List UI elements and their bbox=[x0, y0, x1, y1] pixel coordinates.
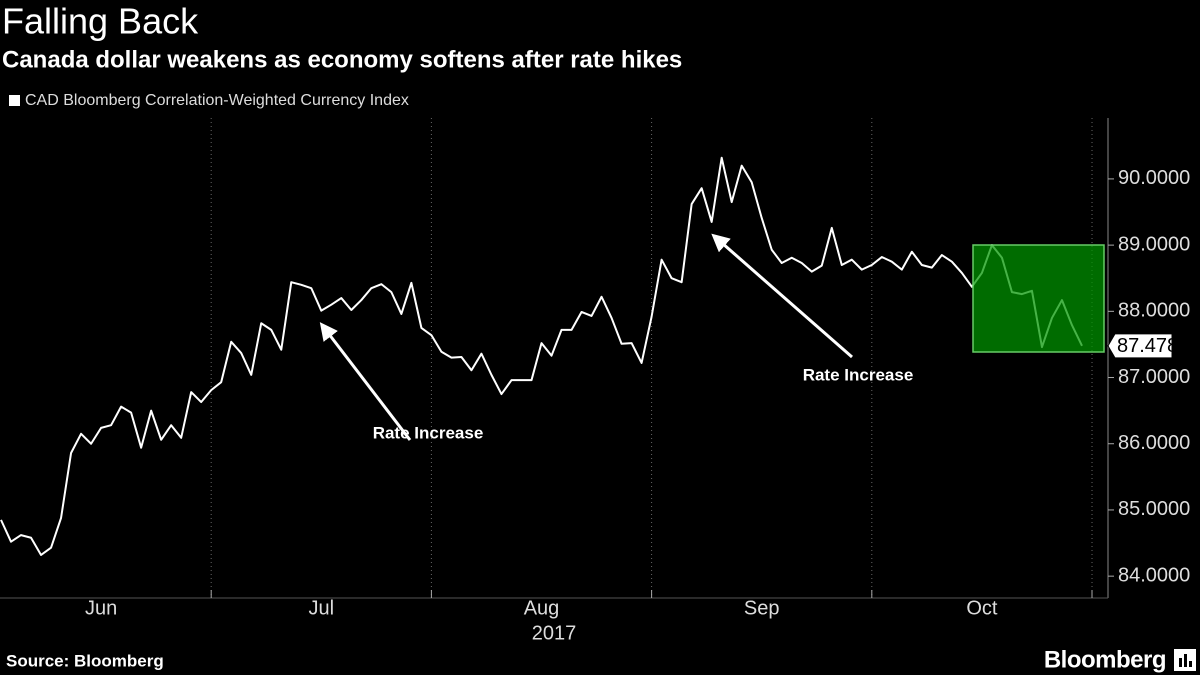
brand: Bloomberg bbox=[1044, 646, 1166, 673]
annotation: Rate Increase bbox=[373, 423, 484, 442]
plot-area: 84.0000 85.0000 86.0000 87.0000 88.0000 89.00… bbox=[0, 118, 1190, 619]
last-value-label: 87.4786 bbox=[1117, 335, 1189, 357]
y-tick-label: 84.0000 bbox=[1118, 564, 1190, 586]
y-tick-label: 88.0000 bbox=[1118, 300, 1190, 322]
highlight-box bbox=[972, 244, 1105, 353]
x-tick-label: Jun bbox=[85, 597, 117, 619]
x-axis-label: 2017 bbox=[532, 622, 577, 644]
chart-title: Falling Back bbox=[2, 1, 199, 42]
legend-label: CAD Bloomberg Correlation-Weighted Curre… bbox=[25, 92, 409, 109]
x-tick-label: Aug bbox=[524, 597, 560, 619]
annotation-arrow bbox=[711, 233, 853, 359]
data-line bbox=[0, 156, 1083, 556]
legend-swatch bbox=[9, 95, 20, 106]
y-tick-label: 90.0000 bbox=[1118, 167, 1190, 189]
y-tick-label: 87.0000 bbox=[1118, 366, 1190, 388]
y-tick-label: 85.0000 bbox=[1118, 498, 1190, 520]
x-tick-label: Sep bbox=[744, 597, 780, 619]
source: Source: Bloomberg bbox=[6, 651, 164, 670]
annotation: Rate Increase bbox=[803, 365, 914, 384]
x-tick-label: Oct bbox=[966, 597, 998, 619]
y-tick-label: 89.0000 bbox=[1118, 233, 1190, 255]
y-tick-label: 86.0000 bbox=[1118, 432, 1190, 454]
brand-icon bbox=[1174, 649, 1196, 671]
chart-subtitle: Canada dollar weakens as economy softens… bbox=[2, 46, 682, 73]
last-value-tag bbox=[1107, 333, 1173, 359]
x-tick-label: Jul bbox=[309, 597, 335, 619]
annotation-arrow bbox=[319, 322, 412, 441]
